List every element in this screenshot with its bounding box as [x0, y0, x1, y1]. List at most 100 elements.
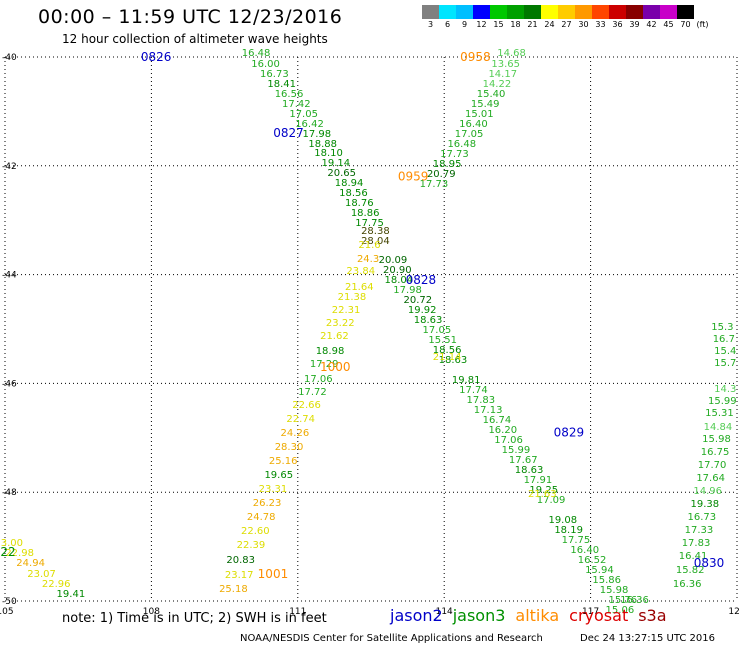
wave-height-value: 17.74: [459, 385, 488, 396]
color-level-label: 21: [527, 20, 538, 29]
longitude-tick-label: 105: [0, 607, 14, 617]
wave-height-value: 18.63: [439, 355, 468, 366]
latitude-tick-label: -50: [2, 597, 17, 607]
wave-height-value: 14.17: [488, 69, 517, 80]
color-scale-legend: 3 6 9 12 15 18 21 24 27 30 33 36 39 42 45 70 (ft): [422, 5, 711, 30]
wave-height-value: 16.36: [620, 595, 649, 606]
wave-height-value: 19.92: [408, 305, 437, 316]
wave-height-value: 19.25: [529, 485, 558, 496]
wave-height-value: 22.98: [5, 548, 34, 559]
legend-jason2: jason2: [390, 606, 443, 625]
color-swatch: [592, 5, 609, 19]
wave-height-value: 17.33: [685, 525, 714, 536]
wave-height-value: 18.41: [267, 79, 296, 90]
color-scale-labels: 3 6 9 12 15 18 21 24 27 30 33 36 39 42 45 70 (ft): [422, 19, 711, 30]
wave-height-value: 16.7: [713, 334, 735, 345]
color-level-label: 3: [427, 20, 434, 29]
wave-height-value: 22.31: [332, 305, 361, 316]
wave-height-value: 17.64: [696, 473, 725, 484]
wave-height-value: 28.04: [361, 236, 390, 247]
color-swatch: [456, 5, 473, 19]
color-swatch: [473, 5, 490, 19]
wave-height-value: 18.76: [345, 198, 374, 209]
wave-height-value: 23.84: [346, 266, 375, 277]
map-subtitle: 12 hour collection of altimeter wave hei…: [62, 32, 328, 46]
wave-height-value: 16.52: [578, 555, 607, 566]
color-level-label: 15: [493, 20, 504, 29]
color-swatch: [677, 5, 694, 19]
wave-height-value: 14.84: [704, 422, 733, 433]
wave-height-value: 15.99: [502, 445, 531, 456]
wave-height-value: 17.05: [289, 109, 318, 120]
wave-height-value: 16.48: [447, 139, 476, 150]
longitude-tick-label: 108: [143, 607, 160, 617]
color-level-label: 18: [510, 20, 521, 29]
wave-height-value: 15.51: [428, 335, 457, 346]
wave-height-value: 16.75: [701, 447, 730, 458]
wave-height-value: 14.3: [714, 384, 736, 395]
wave-height-value: 18.86: [351, 208, 380, 219]
wave-height-value: 17.06: [494, 435, 523, 446]
color-swatch: [575, 5, 592, 19]
wave-height-value: 17.83: [466, 395, 495, 406]
wave-height-value: 26.23: [253, 498, 282, 509]
wave-height-value: 20.65: [327, 168, 356, 179]
wave-height-value: 18.63: [414, 315, 443, 326]
wave-height-value: 16.36: [673, 579, 702, 590]
wave-height-value: 13.65: [491, 59, 520, 70]
wave-height-value: 15.31: [705, 408, 734, 419]
color-level-label: 70: [680, 20, 691, 29]
wave-height-value: 21.6: [358, 240, 380, 251]
wave-height-value: 15.94: [585, 565, 614, 576]
wave-height-value: 28.38: [361, 226, 390, 237]
wave-height-value: 16.40: [459, 119, 488, 130]
pass-label-jason2: 0829: [554, 425, 585, 439]
wave-height-value: 15.98: [702, 434, 731, 445]
wave-height-value: 23.22: [326, 318, 355, 329]
wave-height-value: 14.68: [497, 48, 526, 59]
color-level-label: 39: [629, 20, 640, 29]
wave-height-value: 23.00: [0, 538, 23, 549]
color-swatch: [541, 5, 558, 19]
legend-cryosat: cryosat: [569, 606, 629, 625]
wave-height-value: 15.06: [606, 605, 635, 616]
wave-height-value: 15.86: [592, 575, 621, 586]
credit-text: NOAA/NESDIS Center for Satellite Applica…: [240, 633, 543, 644]
color-swatch: [626, 5, 643, 19]
color-swatch: [660, 5, 677, 19]
map-grid: [4, 56, 738, 602]
latitude-tick-label: -42: [2, 162, 17, 172]
longitude-tick-label: 117: [582, 607, 599, 617]
latitude-tick-label: -40: [2, 53, 17, 63]
wave-height-value: 18.56: [433, 345, 462, 356]
wave-height-value: 17.42: [282, 99, 311, 110]
wave-height-value: 22.66: [292, 400, 321, 411]
wave-height-value: 24.26: [281, 428, 310, 439]
wave-height-value: 19.41: [57, 589, 86, 600]
latitude-tick-label: -46: [2, 379, 17, 389]
map-title: 00:00 – 11:59 UTC 12/23/2016: [38, 6, 343, 28]
wave-height-value: 18.10: [314, 148, 343, 159]
wave-height-value: 21.64: [345, 282, 374, 293]
wave-height-value: 15.01: [465, 109, 494, 120]
color-unit-label: (ft): [696, 20, 709, 29]
longitude-tick-label: 114: [436, 607, 453, 617]
wave-height-value: 16.42: [295, 119, 324, 130]
wave-height-value: 17.75: [562, 535, 591, 546]
pass-label-altika: 1001: [258, 567, 289, 581]
footnote: note: 1) Time is in UTC; 2) SWH is in fe…: [62, 611, 327, 626]
color-swatch: [490, 5, 507, 19]
wave-height-value: 18.94: [335, 178, 364, 189]
wave-height-value: 16.00: [251, 59, 280, 70]
legend-s3a: s3a: [638, 606, 667, 625]
latitude-tick-label: -48: [2, 488, 17, 498]
pass-labels: 0826 0827 0828 0829 0830 0958 0959 1000 1001 0922: [0, 50, 724, 581]
wave-height-value: 17.29: [310, 359, 339, 370]
legend-jason3: jason3: [452, 606, 506, 625]
wave-height-value: 22.74: [286, 414, 315, 425]
wave-height-value: 19.81: [452, 375, 481, 386]
wave-height-value: 15.7: [714, 358, 736, 369]
wave-height-value: 16.48: [242, 48, 271, 59]
color-level-label: 33: [595, 20, 606, 29]
